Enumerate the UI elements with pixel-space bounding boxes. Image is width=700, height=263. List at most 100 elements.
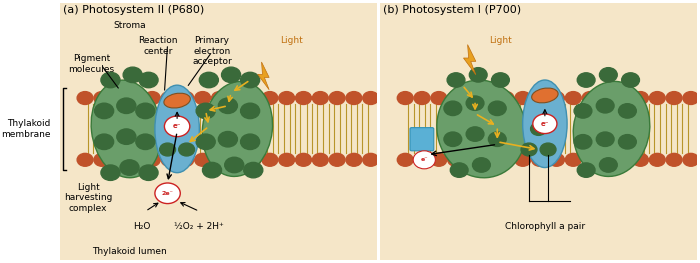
Circle shape: [498, 153, 514, 166]
Circle shape: [549, 92, 564, 104]
Circle shape: [450, 163, 468, 177]
Circle shape: [531, 123, 547, 135]
Circle shape: [532, 92, 547, 104]
Circle shape: [144, 153, 160, 166]
Text: e⁻: e⁻: [421, 157, 428, 162]
Circle shape: [196, 134, 215, 150]
Text: Thylakoid
membrane: Thylakoid membrane: [1, 119, 50, 139]
Ellipse shape: [202, 82, 272, 176]
Circle shape: [616, 153, 631, 166]
Circle shape: [363, 92, 379, 104]
Circle shape: [161, 92, 177, 104]
Text: Pigment
molecules: Pigment molecules: [69, 54, 115, 74]
Circle shape: [578, 163, 595, 177]
Circle shape: [599, 158, 617, 172]
Circle shape: [136, 103, 155, 119]
Text: 2e⁻: 2e⁻: [162, 191, 174, 196]
Text: e⁻: e⁻: [173, 123, 181, 129]
Circle shape: [650, 92, 665, 104]
Circle shape: [101, 165, 120, 180]
Circle shape: [127, 153, 144, 166]
Circle shape: [241, 134, 260, 150]
Circle shape: [521, 143, 537, 156]
Circle shape: [482, 153, 497, 166]
Circle shape: [622, 73, 640, 87]
Circle shape: [245, 92, 261, 104]
Circle shape: [574, 104, 592, 118]
Circle shape: [195, 153, 211, 166]
Circle shape: [465, 153, 480, 166]
Circle shape: [127, 92, 144, 104]
Circle shape: [199, 72, 218, 88]
Circle shape: [466, 127, 484, 141]
Circle shape: [444, 132, 462, 146]
Circle shape: [633, 153, 648, 166]
Circle shape: [120, 160, 139, 175]
Circle shape: [211, 92, 228, 104]
Circle shape: [473, 158, 490, 172]
Circle shape: [279, 92, 295, 104]
Circle shape: [398, 92, 413, 104]
Circle shape: [178, 92, 194, 104]
Circle shape: [489, 101, 506, 115]
Circle shape: [414, 92, 430, 104]
Circle shape: [566, 153, 581, 166]
Circle shape: [136, 134, 155, 150]
Circle shape: [161, 153, 177, 166]
Circle shape: [211, 153, 228, 166]
Circle shape: [683, 92, 699, 104]
Circle shape: [123, 67, 142, 83]
Circle shape: [329, 92, 345, 104]
Circle shape: [295, 153, 312, 166]
Polygon shape: [463, 45, 476, 75]
Ellipse shape: [573, 82, 650, 176]
Circle shape: [650, 153, 665, 166]
Circle shape: [515, 153, 531, 166]
Circle shape: [532, 153, 547, 166]
Circle shape: [279, 153, 295, 166]
Circle shape: [498, 92, 514, 104]
Text: Light: Light: [489, 36, 512, 45]
Circle shape: [94, 92, 110, 104]
Circle shape: [228, 92, 244, 104]
Circle shape: [218, 98, 237, 113]
Text: Light: Light: [280, 36, 302, 45]
Ellipse shape: [164, 93, 190, 108]
Circle shape: [241, 103, 260, 119]
Circle shape: [431, 92, 447, 104]
Circle shape: [178, 153, 194, 166]
Circle shape: [218, 132, 237, 147]
Circle shape: [329, 153, 345, 166]
Circle shape: [155, 183, 181, 204]
Circle shape: [169, 123, 185, 135]
Circle shape: [139, 165, 158, 180]
Circle shape: [160, 143, 176, 156]
Text: Primary
electron
acceptor: Primary electron acceptor: [192, 36, 232, 66]
Circle shape: [144, 92, 160, 104]
Circle shape: [241, 72, 260, 88]
Circle shape: [616, 92, 631, 104]
Circle shape: [515, 92, 531, 104]
Circle shape: [94, 134, 113, 150]
Circle shape: [566, 92, 581, 104]
Circle shape: [346, 153, 362, 166]
Circle shape: [666, 92, 682, 104]
Text: Reaction
center: Reaction center: [139, 36, 178, 56]
Circle shape: [599, 68, 617, 82]
Circle shape: [683, 153, 699, 166]
Circle shape: [139, 72, 158, 88]
Text: Light
harvesting
complex: Light harvesting complex: [64, 183, 113, 213]
Text: Chlorophyll a pair: Chlorophyll a pair: [505, 222, 585, 231]
Circle shape: [533, 114, 557, 134]
Circle shape: [244, 162, 262, 178]
Circle shape: [582, 153, 598, 166]
Circle shape: [540, 143, 556, 156]
Circle shape: [466, 96, 484, 110]
Circle shape: [363, 153, 379, 166]
Circle shape: [221, 67, 241, 83]
Circle shape: [398, 153, 413, 166]
Circle shape: [633, 92, 648, 104]
Circle shape: [117, 129, 136, 144]
Circle shape: [599, 92, 615, 104]
Circle shape: [164, 116, 190, 137]
